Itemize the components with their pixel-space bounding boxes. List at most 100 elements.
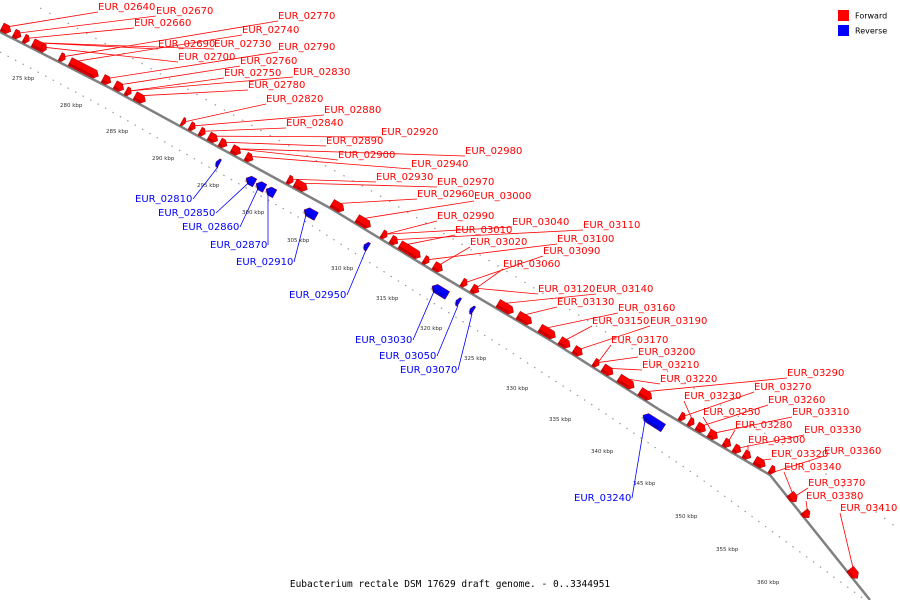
forward-gene-label[interactable]: EUR_02780 bbox=[248, 80, 305, 91]
forward-gene-label[interactable]: EUR_02660 bbox=[134, 18, 191, 29]
forward-gene-label[interactable]: EUR_02990 bbox=[437, 211, 494, 222]
forward-gene[interactable] bbox=[846, 565, 861, 581]
forward-gene[interactable] bbox=[421, 255, 432, 266]
reverse-gene[interactable] bbox=[362, 241, 371, 252]
reverse-gene-label[interactable]: EUR_03050 bbox=[379, 351, 436, 362]
forward-gene-label[interactable]: EUR_02970 bbox=[437, 177, 494, 188]
forward-gene-label[interactable]: EUR_03150 bbox=[592, 316, 649, 327]
forward-gene[interactable] bbox=[67, 57, 101, 81]
forward-gene-label[interactable]: EUR_03370 bbox=[808, 478, 865, 489]
forward-gene-label[interactable]: EUR_03130 bbox=[557, 297, 614, 308]
forward-gene[interactable] bbox=[243, 151, 255, 164]
reverse-gene-label[interactable]: EUR_02860 bbox=[182, 222, 239, 233]
forward-gene-label[interactable]: EUR_02840 bbox=[286, 118, 343, 129]
forward-gene[interactable] bbox=[752, 455, 768, 470]
forward-gene[interactable] bbox=[187, 121, 198, 133]
forward-gene[interactable] bbox=[600, 363, 616, 378]
forward-gene[interactable] bbox=[0, 22, 13, 36]
forward-gene-label[interactable]: EUR_03230 bbox=[684, 391, 741, 402]
forward-gene-label[interactable]: EUR_03170 bbox=[611, 335, 668, 346]
forward-gene[interactable] bbox=[197, 126, 208, 138]
forward-gene-label[interactable]: EUR_02750 bbox=[224, 68, 281, 79]
reverse-gene[interactable] bbox=[214, 158, 222, 168]
forward-gene-label[interactable]: EUR_03190 bbox=[650, 316, 707, 327]
reverse-gene[interactable] bbox=[430, 282, 450, 300]
forward-gene-label[interactable]: EUR_02900 bbox=[338, 150, 395, 161]
forward-gene-label[interactable]: EUR_03250 bbox=[703, 407, 760, 418]
forward-gene-label[interactable]: EUR_02790 bbox=[278, 42, 335, 53]
reverse-gene-label[interactable]: EUR_02950 bbox=[289, 290, 346, 301]
forward-gene-label[interactable]: EUR_03410 bbox=[840, 503, 897, 514]
forward-gene[interactable] bbox=[354, 214, 373, 231]
reverse-gene-label[interactable]: EUR_03240 bbox=[574, 493, 631, 504]
forward-gene-label[interactable]: EUR_03280 bbox=[735, 420, 792, 431]
reverse-gene-label[interactable]: EUR_03030 bbox=[355, 335, 412, 346]
reverse-gene-label[interactable]: EUR_03070 bbox=[400, 365, 457, 376]
forward-gene[interactable] bbox=[285, 174, 296, 186]
forward-gene[interactable] bbox=[100, 74, 113, 86]
forward-gene-label[interactable]: EUR_03120 bbox=[538, 284, 595, 295]
forward-gene-label[interactable]: EUR_02770 bbox=[278, 11, 335, 22]
forward-gene-label[interactable]: EUR_03270 bbox=[754, 382, 811, 393]
forward-gene[interactable] bbox=[179, 117, 188, 127]
forward-gene-label[interactable]: EUR_03160 bbox=[618, 303, 675, 314]
forward-gene-label[interactable]: EUR_03090 bbox=[543, 246, 600, 257]
forward-gene-label[interactable]: EUR_02930 bbox=[376, 172, 433, 183]
forward-gene[interactable] bbox=[21, 33, 31, 45]
forward-gene-label[interactable]: EUR_03210 bbox=[642, 360, 699, 371]
forward-gene-label[interactable]: EUR_03260 bbox=[768, 395, 825, 406]
forward-gene-label[interactable]: EUR_02960 bbox=[417, 189, 474, 200]
forward-gene[interactable] bbox=[292, 178, 310, 194]
forward-gene-label[interactable]: EUR_02830 bbox=[293, 67, 350, 78]
forward-gene[interactable] bbox=[767, 464, 778, 476]
forward-gene-label[interactable]: EUR_03010 bbox=[455, 225, 512, 236]
forward-gene[interactable] bbox=[686, 416, 697, 428]
forward-gene-label[interactable]: EUR_02690 bbox=[158, 39, 215, 50]
forward-gene-label[interactable]: EUR_02820 bbox=[266, 94, 323, 105]
reverse-gene-label[interactable]: EUR_02810 bbox=[135, 194, 192, 205]
forward-gene-label[interactable]: EUR_03220 bbox=[660, 374, 717, 385]
forward-gene[interactable] bbox=[571, 345, 585, 358]
reverse-gene-label[interactable]: EUR_02910 bbox=[236, 257, 293, 268]
forward-gene[interactable] bbox=[706, 428, 720, 442]
forward-gene[interactable] bbox=[217, 137, 229, 150]
forward-gene[interactable] bbox=[112, 80, 126, 94]
forward-gene[interactable] bbox=[431, 261, 445, 275]
reverse-gene-label[interactable]: EUR_02870 bbox=[210, 240, 267, 251]
forward-gene[interactable] bbox=[637, 387, 655, 402]
reverse-gene[interactable] bbox=[254, 180, 268, 193]
forward-gene-label[interactable]: EUR_03000 bbox=[474, 191, 531, 202]
forward-gene[interactable] bbox=[616, 373, 637, 391]
forward-gene-label[interactable]: EUR_03340 bbox=[784, 462, 841, 473]
forward-gene[interactable] bbox=[469, 283, 481, 296]
forward-gene-label[interactable]: EUR_03290 bbox=[787, 368, 844, 379]
forward-gene[interactable] bbox=[677, 411, 688, 423]
reverse-gene[interactable] bbox=[302, 206, 319, 221]
forward-gene[interactable] bbox=[694, 421, 708, 435]
forward-gene[interactable] bbox=[39, 43, 49, 53]
forward-gene[interactable] bbox=[591, 357, 602, 369]
forward-gene[interactable] bbox=[786, 490, 799, 504]
forward-gene[interactable] bbox=[537, 323, 558, 341]
forward-gene-label[interactable]: EUR_02940 bbox=[411, 159, 468, 170]
forward-gene-label[interactable]: EUR_02980 bbox=[465, 146, 522, 157]
reverse-gene[interactable] bbox=[641, 411, 666, 433]
forward-gene[interactable] bbox=[495, 299, 516, 316]
reverse-gene-label[interactable]: EUR_02850 bbox=[158, 208, 215, 219]
forward-gene-label[interactable]: EUR_02730 bbox=[214, 39, 271, 50]
forward-gene-label[interactable]: EUR_03140 bbox=[596, 284, 653, 295]
forward-gene-label[interactable]: EUR_02920 bbox=[381, 127, 438, 138]
forward-gene[interactable] bbox=[388, 235, 401, 247]
forward-gene-label[interactable]: EUR_03060 bbox=[503, 259, 560, 270]
forward-gene[interactable] bbox=[397, 240, 423, 261]
forward-gene-label[interactable]: EUR_02880 bbox=[324, 105, 381, 116]
forward-gene-label[interactable]: EUR_03360 bbox=[824, 446, 881, 457]
forward-gene[interactable] bbox=[515, 310, 534, 327]
forward-gene[interactable] bbox=[329, 199, 347, 214]
forward-gene-label[interactable]: EUR_03100 bbox=[557, 234, 614, 245]
forward-gene-label[interactable]: EUR_03110 bbox=[583, 220, 640, 231]
reverse-gene[interactable] bbox=[264, 185, 278, 199]
forward-gene-label[interactable]: EUR_03380 bbox=[806, 491, 863, 502]
forward-gene-label[interactable]: EUR_02670 bbox=[156, 6, 213, 17]
forward-gene-label[interactable]: EUR_02700 bbox=[178, 52, 235, 63]
